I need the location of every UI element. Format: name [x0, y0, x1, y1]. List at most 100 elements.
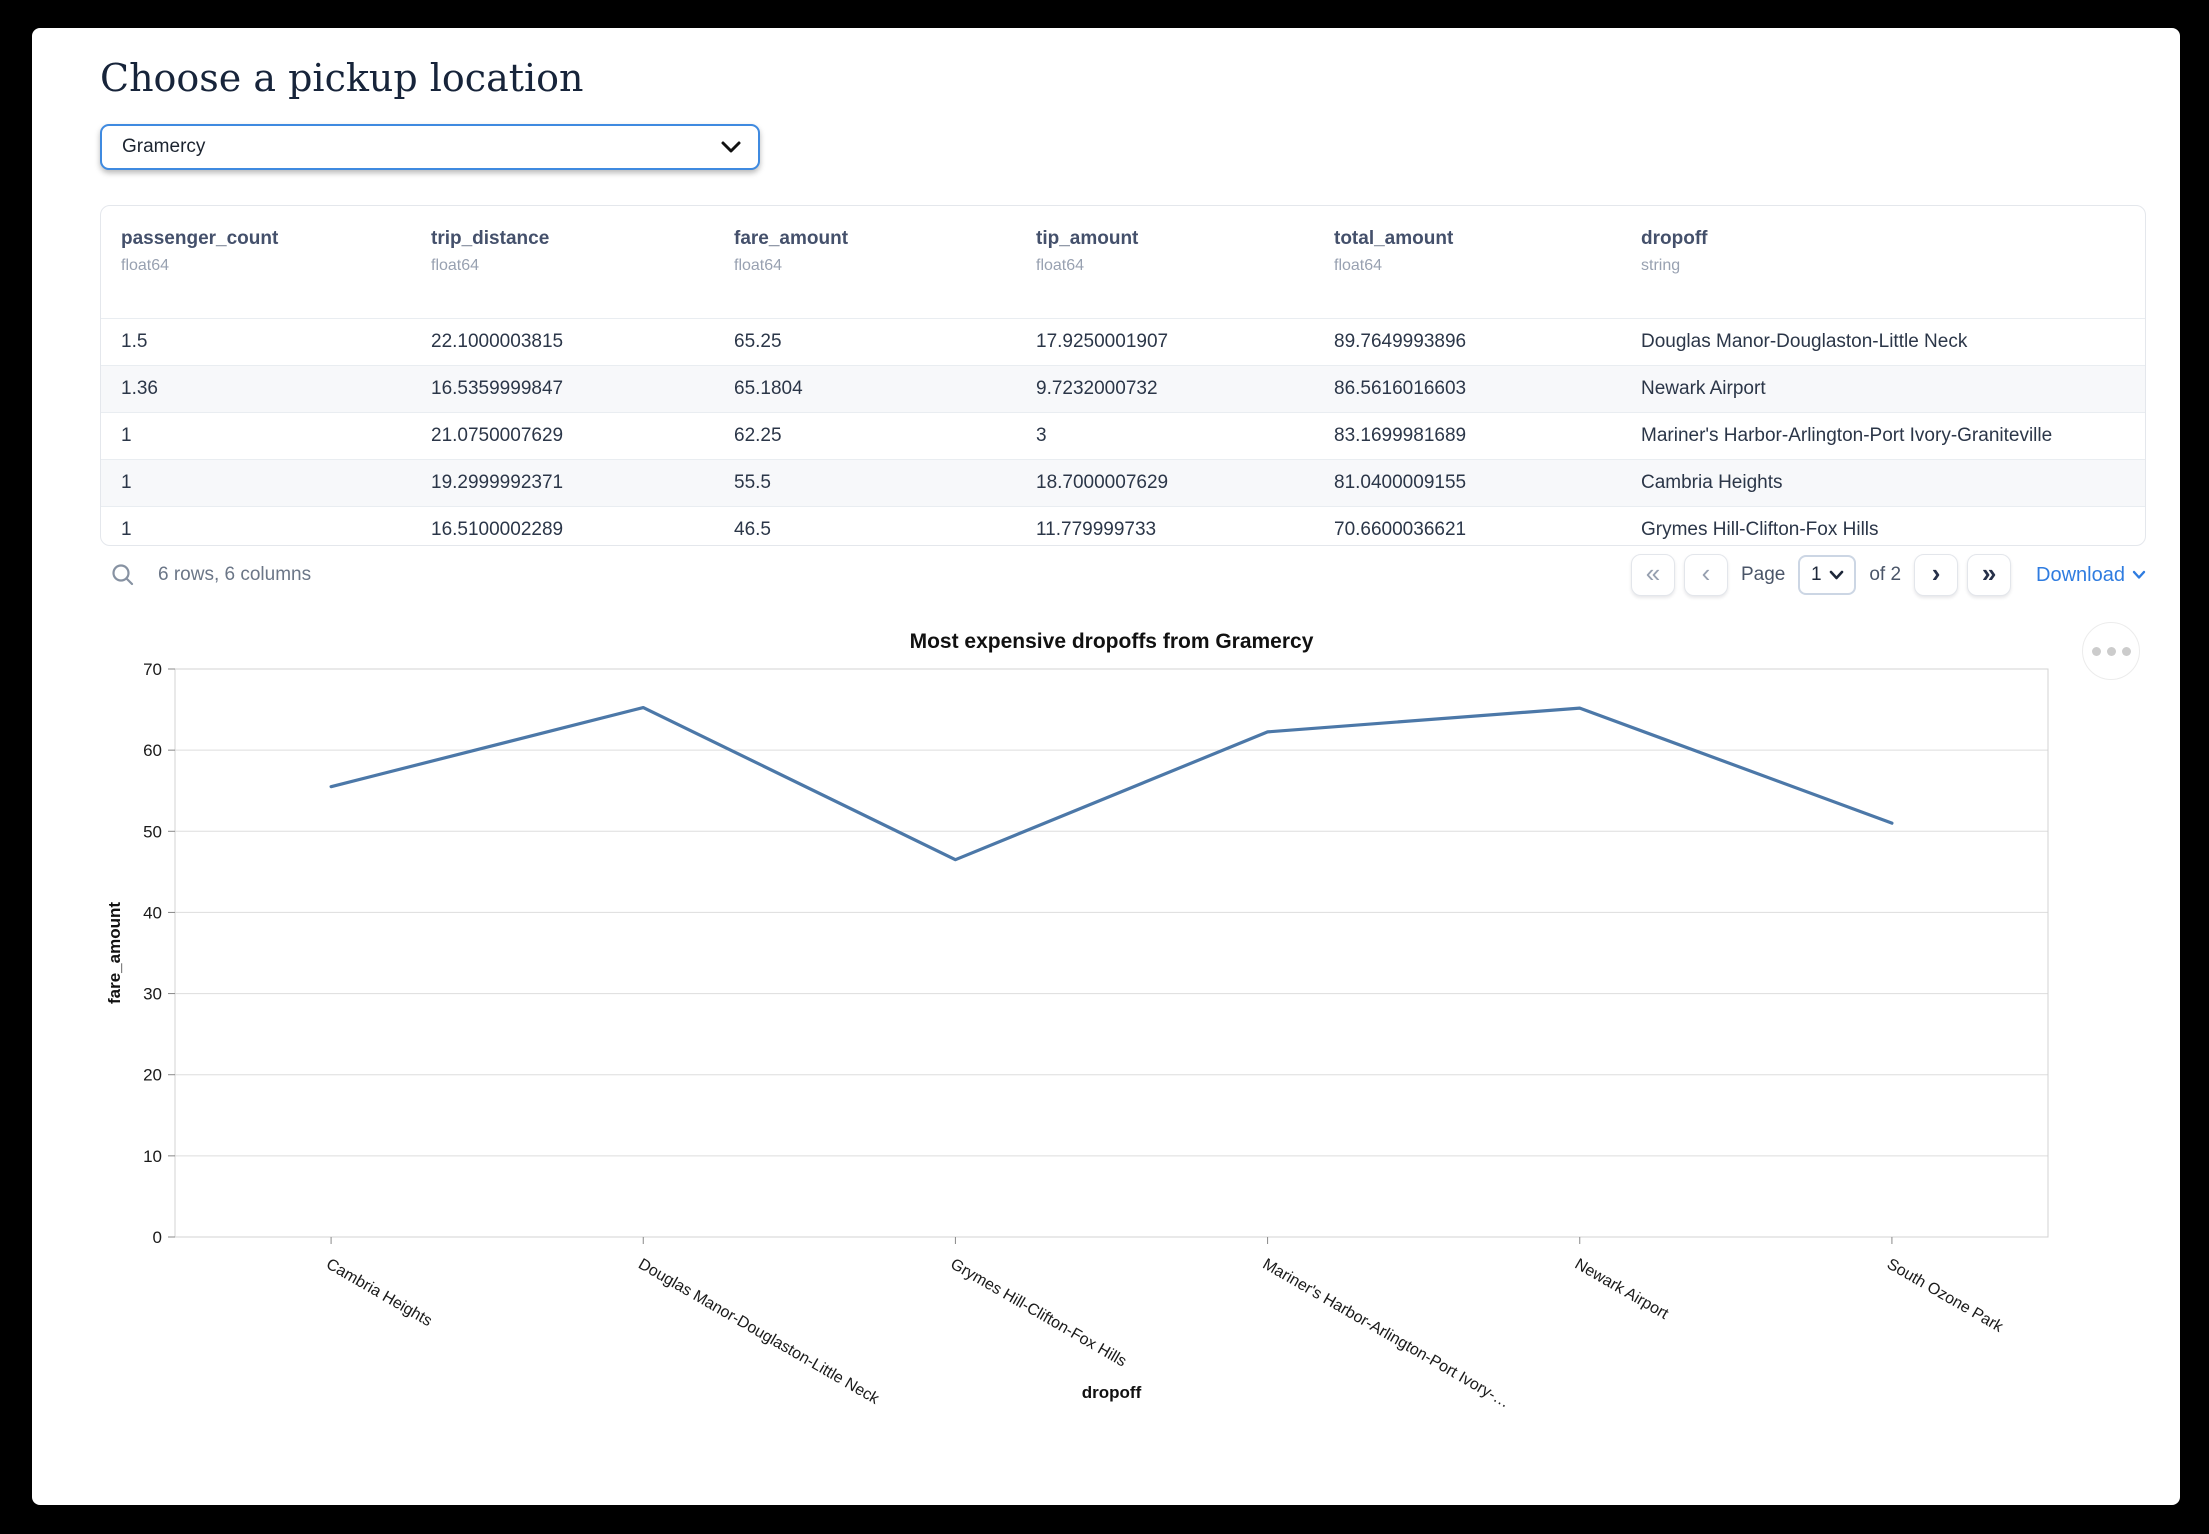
column-header: tip_amount float64 [1016, 206, 1314, 318]
page-title: Choose a pickup location [100, 56, 584, 100]
column-type: float64 [431, 257, 480, 274]
table-cell: 3 [1036, 425, 1047, 446]
table-cell: 21.0750007629 [431, 425, 564, 446]
y-tick-label: 70 [143, 660, 162, 679]
table-cell: 83.1699981689 [1334, 425, 1467, 446]
table-cell: 1 [121, 519, 132, 540]
y-tick-label: 10 [143, 1147, 162, 1166]
column-name: trip_distance [431, 228, 550, 249]
pickup-location-value: Gramercy [122, 136, 206, 157]
column-header: dropoff string [1621, 206, 2145, 318]
table-cell: 1.36 [121, 378, 158, 399]
fare-line-chart: Most expensive dropoffs from Gramercy 0 10… [32, 620, 2180, 1480]
download-label: Download [2036, 563, 2125, 586]
table-cell: 81.0400009155 [1334, 472, 1467, 493]
table-cell: 18.7000007629 [1036, 472, 1169, 493]
first-page-button[interactable]: « [1630, 554, 1675, 596]
last-page-button[interactable]: » [1967, 554, 2012, 596]
table-body: 1.5 22.1000003815 65.25 17.9250001907 89.764… [101, 318, 2145, 545]
x-tick-label: Mariner's Harbor-Arlington-Port Ivory-… [1260, 1256, 1513, 1412]
chart-actions-button[interactable] [2082, 622, 2140, 680]
chevron-down-icon [720, 140, 742, 154]
y-axis-title: fare_amount [105, 902, 124, 1004]
y-tick-label: 50 [143, 822, 162, 841]
table-cell: 9.7232000732 [1036, 378, 1158, 399]
column-type: float64 [1036, 257, 1085, 274]
next-page-button[interactable]: › [1914, 554, 1959, 596]
table-row: 1 16.5100002289 46.5 11.779999733 70.6600036… [101, 506, 2145, 545]
row-column-summary: 6 rows, 6 columns [158, 564, 312, 585]
x-axis-title: dropoff [1082, 1383, 1142, 1402]
chevron-down-icon [2132, 570, 2146, 580]
table-cell: 22.1000003815 [431, 331, 564, 352]
table-cell: Cambria Heights [1641, 472, 1783, 493]
table-cell: 89.7649993896 [1334, 331, 1467, 352]
column-name: tip_amount [1036, 228, 1139, 249]
table-cell: 1 [121, 472, 132, 493]
table-cell: 1 [121, 425, 132, 446]
x-tick-label: Cambria Heights [323, 1256, 435, 1330]
table-cell: 65.1804 [734, 378, 803, 399]
column-type: string [1641, 257, 1681, 274]
previous-page-button[interactable]: ‹ [1683, 554, 1728, 596]
table-cell: Mariner's Harbor-Arlington-Port Ivory-Gr… [1641, 425, 2053, 446]
line-chart-canvas: Most expensive dropoffs from Gramercy 0 10… [105, 630, 2049, 1412]
current-page-value: 1 [1811, 564, 1822, 585]
column-type: float64 [121, 257, 170, 274]
table-cell: 17.9250001907 [1036, 331, 1169, 352]
table-row: 1 19.2999992371 55.5 18.7000007629 81.040000… [101, 459, 2145, 506]
search-icon[interactable] [110, 562, 136, 588]
y-tick-label: 0 [153, 1228, 162, 1247]
column-type: float64 [734, 257, 783, 274]
ellipsis-dot [2091, 646, 2101, 656]
column-header: fare_amount float64 [714, 206, 1016, 318]
column-name: total_amount [1334, 228, 1454, 249]
table-cell: Douglas Manor-Douglaston-Little Neck [1641, 331, 1968, 352]
table-cell: 16.5359999847 [431, 378, 564, 399]
table-row: 1.5 22.1000003815 65.25 17.9250001907 89.764… [101, 318, 2145, 365]
pickup-location-select[interactable]: Gramercy [100, 124, 760, 170]
column-header: passenger_count float64 [101, 206, 411, 318]
app-card: Choose a pickup location Gramercy passen… [32, 28, 2180, 1505]
column-header: trip_distance float64 [411, 206, 714, 318]
table-cell: 16.5100002289 [431, 519, 564, 540]
ellipsis-dot [2121, 646, 2131, 656]
x-tick-label: Grymes Hill-Clifton-Fox Hills [947, 1256, 1129, 1371]
table-cell: 62.25 [734, 425, 782, 446]
column-name: passenger_count [121, 228, 279, 249]
table-cell: Grymes Hill-Clifton-Fox Hills [1641, 519, 1879, 540]
download-link[interactable]: Download [2036, 564, 2146, 587]
page-number-select[interactable]: 1 [1798, 555, 1857, 595]
column-type: float64 [1334, 257, 1383, 274]
column-name: fare_amount [734, 228, 849, 249]
table-footer-left: 6 rows, 6 columns [110, 562, 311, 588]
table-cell: 1.5 [121, 331, 148, 352]
x-tick-label: South Ozone Park [1884, 1256, 2007, 1337]
line-series [329, 705, 1894, 862]
table-row: 1.36 16.5359999847 65.1804 9.7232000732 86.5… [101, 365, 2145, 412]
y-tick-label: 20 [143, 1066, 162, 1085]
page-label: Page [1740, 564, 1786, 585]
table-cell: 11.779999733 [1036, 519, 1157, 540]
ellipsis-dot [2106, 646, 2116, 656]
plot-border [174, 668, 2049, 1238]
table-cell: 70.6600036621 [1334, 519, 1467, 540]
chevron-down-icon [1829, 570, 1844, 580]
table-cell: 19.2999992371 [431, 472, 564, 493]
table-cell: 55.5 [734, 472, 771, 493]
x-tick-label: Newark Airport [1572, 1256, 1672, 1323]
y-tick-label: 30 [143, 985, 162, 1004]
y-tick-label: 60 [143, 741, 162, 760]
x-tick-label: Douglas Manor-Douglaston-Little Neck [635, 1256, 882, 1409]
table-row: 1 21.0750007629 62.25 3 83.1699981689 Mariner… [101, 412, 2145, 459]
table-cell: 46.5 [734, 519, 771, 540]
page-count-label: of 2 [1869, 564, 1902, 585]
column-name: dropoff [1641, 228, 1708, 249]
y-tick-label: 40 [143, 903, 162, 922]
table-cell: 86.5616016603 [1334, 378, 1467, 399]
table-footer-right: « ‹ Page 1 of 2 › » Download [1630, 554, 2146, 596]
table-cell: Newark Airport [1641, 378, 1766, 399]
